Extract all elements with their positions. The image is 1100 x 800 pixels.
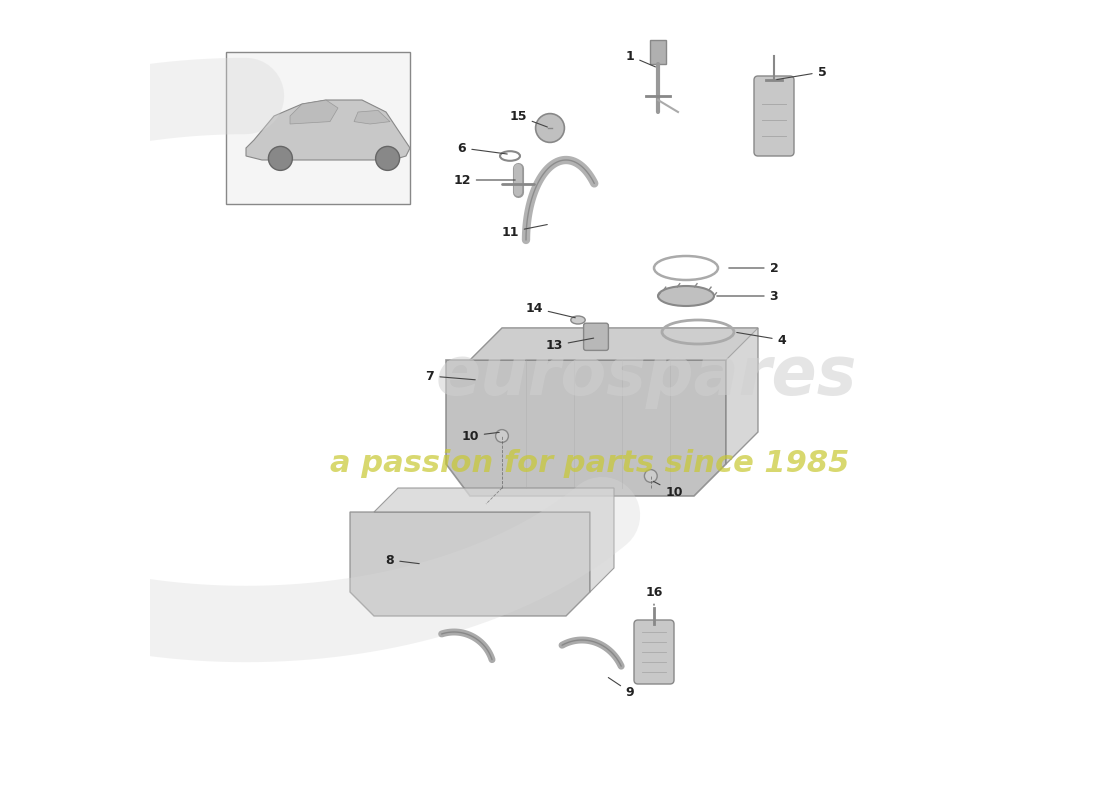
- Polygon shape: [470, 328, 758, 464]
- Text: 10: 10: [461, 430, 499, 442]
- Text: 7: 7: [426, 370, 475, 382]
- Text: 13: 13: [546, 338, 594, 352]
- Text: eurospares: eurospares: [436, 343, 857, 409]
- Ellipse shape: [571, 316, 585, 324]
- Text: 8: 8: [386, 554, 419, 566]
- Text: 9: 9: [608, 678, 635, 698]
- Circle shape: [375, 146, 399, 170]
- Text: 15: 15: [509, 110, 548, 127]
- Text: 5: 5: [777, 66, 826, 79]
- Text: 10: 10: [653, 482, 683, 498]
- FancyBboxPatch shape: [226, 52, 410, 204]
- Text: 4: 4: [737, 333, 786, 346]
- Polygon shape: [470, 328, 758, 360]
- Circle shape: [496, 430, 508, 442]
- Polygon shape: [374, 488, 614, 592]
- Polygon shape: [650, 40, 666, 64]
- Text: 11: 11: [502, 225, 548, 238]
- Polygon shape: [354, 110, 390, 124]
- Text: 6: 6: [458, 142, 507, 154]
- Polygon shape: [246, 100, 410, 160]
- Polygon shape: [290, 100, 338, 124]
- Text: 16: 16: [646, 586, 662, 606]
- Polygon shape: [446, 360, 726, 496]
- FancyBboxPatch shape: [754, 76, 794, 156]
- Text: 1: 1: [626, 50, 656, 67]
- Polygon shape: [350, 512, 590, 616]
- Text: 2: 2: [729, 262, 779, 274]
- Text: 12: 12: [453, 174, 515, 186]
- Text: 3: 3: [717, 290, 779, 302]
- FancyBboxPatch shape: [634, 620, 674, 684]
- Circle shape: [536, 114, 564, 142]
- Ellipse shape: [658, 286, 714, 306]
- Text: a passion for parts since 1985: a passion for parts since 1985: [330, 450, 849, 478]
- Circle shape: [268, 146, 293, 170]
- Text: 14: 14: [526, 302, 575, 318]
- Circle shape: [645, 470, 657, 482]
- FancyBboxPatch shape: [584, 323, 608, 350]
